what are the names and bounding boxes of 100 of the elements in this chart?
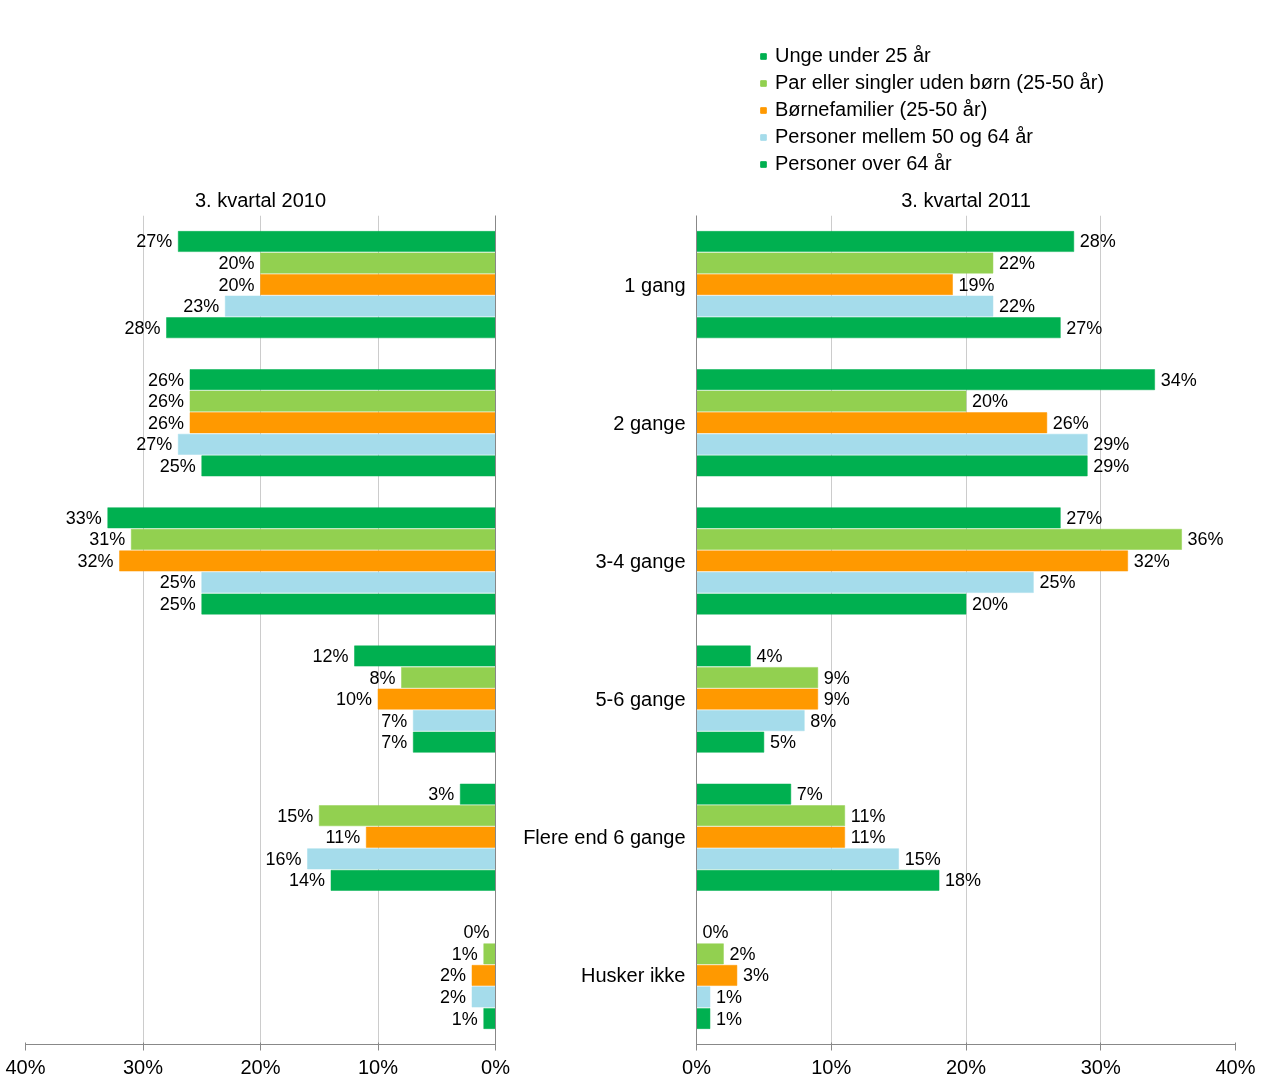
bar <box>189 412 496 434</box>
bar <box>189 369 496 391</box>
x-tick-label: 40% <box>1215 1055 1256 1078</box>
data-label: 11% <box>850 827 886 848</box>
bar <box>696 667 819 688</box>
bar <box>483 943 496 965</box>
data-label: 32% <box>1133 550 1170 571</box>
y-tick-label: 3-4 gange <box>595 549 686 572</box>
bar <box>696 572 1034 593</box>
x-tick-label: 30% <box>1080 1055 1121 1078</box>
bar <box>696 317 1061 339</box>
y-tick-label: Husker ikke <box>581 964 686 987</box>
data-label: 26% <box>147 369 184 390</box>
data-label: 9% <box>823 667 850 688</box>
bar <box>696 412 1048 434</box>
x-tick-label: 40% <box>5 1055 46 1078</box>
data-label: 19% <box>958 274 995 295</box>
data-label: 1% <box>715 986 742 1007</box>
data-label: 25% <box>159 455 196 476</box>
x-tick-label: 0% <box>481 1055 511 1078</box>
data-label: 26% <box>147 391 184 412</box>
y-tick-label: 5-6 gange <box>595 688 686 711</box>
bar <box>178 231 496 252</box>
data-label: 16% <box>265 848 302 869</box>
data-label: 25% <box>1039 572 1076 593</box>
bar <box>413 710 496 732</box>
bar <box>401 667 496 688</box>
x-tick-label: 10% <box>811 1055 852 1078</box>
data-label: 20% <box>972 391 1009 412</box>
data-label: 33% <box>65 507 102 528</box>
bar <box>696 710 805 732</box>
data-label: 11% <box>325 827 361 848</box>
data-label: 29% <box>1093 434 1130 455</box>
legend-label: Personer over 64 år <box>775 152 952 175</box>
data-label: 8% <box>369 667 396 688</box>
x-tick-label: 10% <box>357 1055 399 1078</box>
bar <box>696 826 845 848</box>
data-label: 7% <box>381 710 408 731</box>
data-label: 14% <box>288 870 325 891</box>
legend-label: Børnefamilier (25-50 år) <box>775 98 988 121</box>
data-label: 27% <box>1066 317 1103 338</box>
data-label: 11% <box>850 805 886 826</box>
data-label: 7% <box>796 784 823 805</box>
data-label: 10% <box>335 689 372 710</box>
bar <box>696 783 792 805</box>
data-label: 0% <box>463 922 490 943</box>
bar <box>696 805 845 827</box>
chart-title: 3. kvartal 2010 <box>194 188 327 211</box>
bar <box>178 433 496 455</box>
data-label: 8% <box>810 710 837 731</box>
data-label: 34% <box>1160 369 1197 390</box>
data-label: 27% <box>136 434 173 455</box>
bar <box>483 1008 496 1029</box>
bar <box>366 826 496 848</box>
bar <box>696 433 1088 455</box>
bar <box>696 943 724 965</box>
bar <box>166 317 496 339</box>
bar <box>460 783 496 805</box>
data-label: 26% <box>147 412 184 433</box>
data-label: 25% <box>159 594 196 615</box>
bar <box>696 528 1182 550</box>
data-label: 36% <box>1187 529 1224 550</box>
bar <box>471 986 496 1008</box>
x-tick-label: 0% <box>682 1055 712 1078</box>
bar <box>377 688 496 710</box>
data-label: 3% <box>742 965 769 986</box>
bar <box>107 507 496 529</box>
bar <box>696 274 953 295</box>
bar <box>696 869 940 891</box>
bar <box>696 231 1075 252</box>
data-label: 27% <box>136 231 173 252</box>
data-label: 3% <box>428 784 455 805</box>
data-label: 20% <box>972 594 1009 615</box>
x-tick-label: 20% <box>240 1055 281 1078</box>
data-label: 15% <box>277 805 314 826</box>
x-tick-label: 30% <box>122 1055 164 1078</box>
bar <box>696 390 967 412</box>
bar <box>696 507 1061 529</box>
bar <box>201 455 496 477</box>
bar <box>260 274 496 295</box>
y-tick-label: 2 gange <box>613 411 686 434</box>
y-tick-label: Flere end 6 gange <box>523 826 686 849</box>
data-label: 28% <box>124 317 161 338</box>
bar <box>696 455 1088 477</box>
bar <box>696 1008 711 1029</box>
data-label: 1% <box>451 943 478 964</box>
data-label: 27% <box>1066 507 1103 528</box>
bar <box>696 986 711 1008</box>
data-label: 5% <box>769 732 796 753</box>
data-label: 12% <box>312 645 349 666</box>
data-label: 18% <box>945 870 982 891</box>
bar <box>471 965 496 986</box>
data-label: 1% <box>451 1008 478 1029</box>
bar <box>696 848 899 870</box>
bar <box>119 550 496 572</box>
data-label: 0% <box>702 922 729 943</box>
data-label: 22% <box>998 253 1035 274</box>
data-label: 32% <box>77 550 114 571</box>
bar <box>696 645 751 667</box>
bar <box>696 252 994 274</box>
